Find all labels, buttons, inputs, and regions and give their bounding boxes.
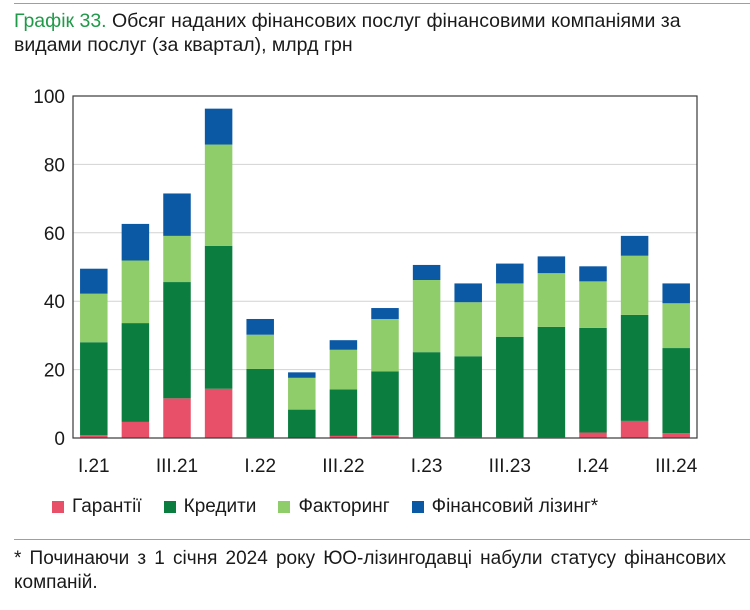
bar-segment — [288, 372, 316, 378]
bar-segment — [121, 223, 150, 261]
bar-segment — [121, 323, 150, 422]
bar-segment — [371, 435, 399, 438]
x-tick-label: I.23 — [411, 456, 443, 477]
bar-segment — [412, 280, 441, 353]
bar-segment — [204, 144, 233, 246]
bar-segment — [412, 352, 441, 437]
y-tick-label: 80 — [44, 155, 65, 176]
y-tick-label: 40 — [44, 292, 65, 313]
bar-segment — [579, 281, 607, 328]
x-tick-label: I.22 — [244, 456, 276, 477]
legend-label: Факторинг — [298, 496, 390, 517]
bar-segment — [288, 409, 316, 438]
bar-segment — [662, 348, 690, 434]
bar-segment — [579, 432, 607, 438]
x-tick-label: III.22 — [322, 456, 364, 477]
bar-segment — [620, 235, 649, 256]
legend-label: Кредити — [183, 496, 257, 517]
x-tick-label: III.24 — [655, 456, 698, 477]
bar-segment — [329, 340, 358, 350]
bar-segment — [163, 282, 191, 399]
bar-segment — [579, 266, 607, 282]
plot-frame — [72, 95, 698, 439]
bar-segment — [204, 388, 233, 438]
bar-segment — [329, 389, 358, 436]
legend-swatch — [278, 501, 291, 513]
legend-swatch — [411, 501, 424, 513]
legend-label: Фінансовий лізинг* — [431, 496, 599, 517]
x-tick-label: I.24 — [577, 456, 609, 477]
bar-segment — [80, 293, 108, 343]
bar-segment — [246, 318, 274, 335]
chart-title-label: Графік 33. — [14, 10, 107, 32]
legend: Гарантії Кредити Факторинг Фінансовий лізин… — [52, 496, 620, 518]
bar-segment — [204, 245, 233, 389]
bar-segment — [662, 303, 690, 349]
chart-title: Графік 33. Обсяг наданих фінансових посл… — [14, 9, 734, 57]
y-tick-label: 0 — [54, 429, 65, 450]
legend-label: Гарантії — [72, 496, 142, 517]
bar-segment — [496, 336, 524, 438]
bar-segment — [454, 283, 482, 303]
bar-segment — [537, 273, 566, 327]
bar-segment — [454, 356, 482, 437]
bar-segment — [371, 371, 399, 436]
legend-item: Факторинг — [278, 496, 390, 518]
bar-segment — [579, 327, 607, 433]
bar-segment — [412, 264, 441, 280]
bar-segment — [163, 193, 191, 236]
bar-segment — [163, 398, 191, 438]
bar-segment — [620, 314, 649, 421]
x-tick-label: III.23 — [489, 456, 531, 477]
bar-segment — [204, 108, 233, 145]
top-rule — [14, 3, 750, 4]
y-tick-label: 20 — [44, 361, 65, 382]
legend-swatch — [52, 501, 64, 513]
legend-item: Кредити — [163, 496, 257, 518]
x-tick-label: III.21 — [156, 456, 198, 477]
bar-segment — [246, 334, 274, 369]
bar-segment — [662, 283, 690, 304]
bar-segment — [121, 260, 150, 324]
x-tick-label: I.21 — [78, 456, 110, 477]
y-tick-label: 60 — [44, 224, 65, 245]
footnote-rule — [14, 539, 750, 540]
legend-item: Фінансовий лізинг* — [411, 496, 599, 518]
bar-segment — [163, 235, 191, 283]
bar-segment — [620, 420, 649, 438]
bar-segment — [80, 342, 108, 436]
bar-segment — [496, 263, 524, 284]
bar-segment — [454, 302, 482, 357]
chart-title-text: Обсяг наданих фінансових послуг фінансов… — [14, 10, 681, 56]
bar-segment — [496, 283, 524, 337]
bar-segment — [371, 308, 399, 319]
bar-segment — [537, 256, 566, 274]
bar-segment — [121, 421, 150, 438]
bar-segment — [80, 435, 108, 438]
bar-segment — [246, 368, 274, 438]
bar-segment — [620, 255, 649, 315]
bar-segment — [329, 435, 358, 438]
bar-segment — [80, 268, 108, 294]
legend-item: Гарантії — [52, 496, 142, 518]
footnote: * Починаючи з 1 січня 2024 року ЮО-лізин… — [14, 548, 726, 593]
stacked-bar-chart: 0 20 40 60 80 100 I.21 III.21 I.22 III.22 I.23 III.… — [33, 87, 698, 477]
legend-swatch — [163, 501, 176, 513]
bar-segment — [662, 433, 690, 438]
bar-segment — [537, 326, 566, 438]
bar-segment — [329, 349, 358, 390]
bar-segment — [288, 377, 316, 410]
y-tick-label: 100 — [33, 87, 65, 108]
bar-segment — [371, 318, 399, 372]
